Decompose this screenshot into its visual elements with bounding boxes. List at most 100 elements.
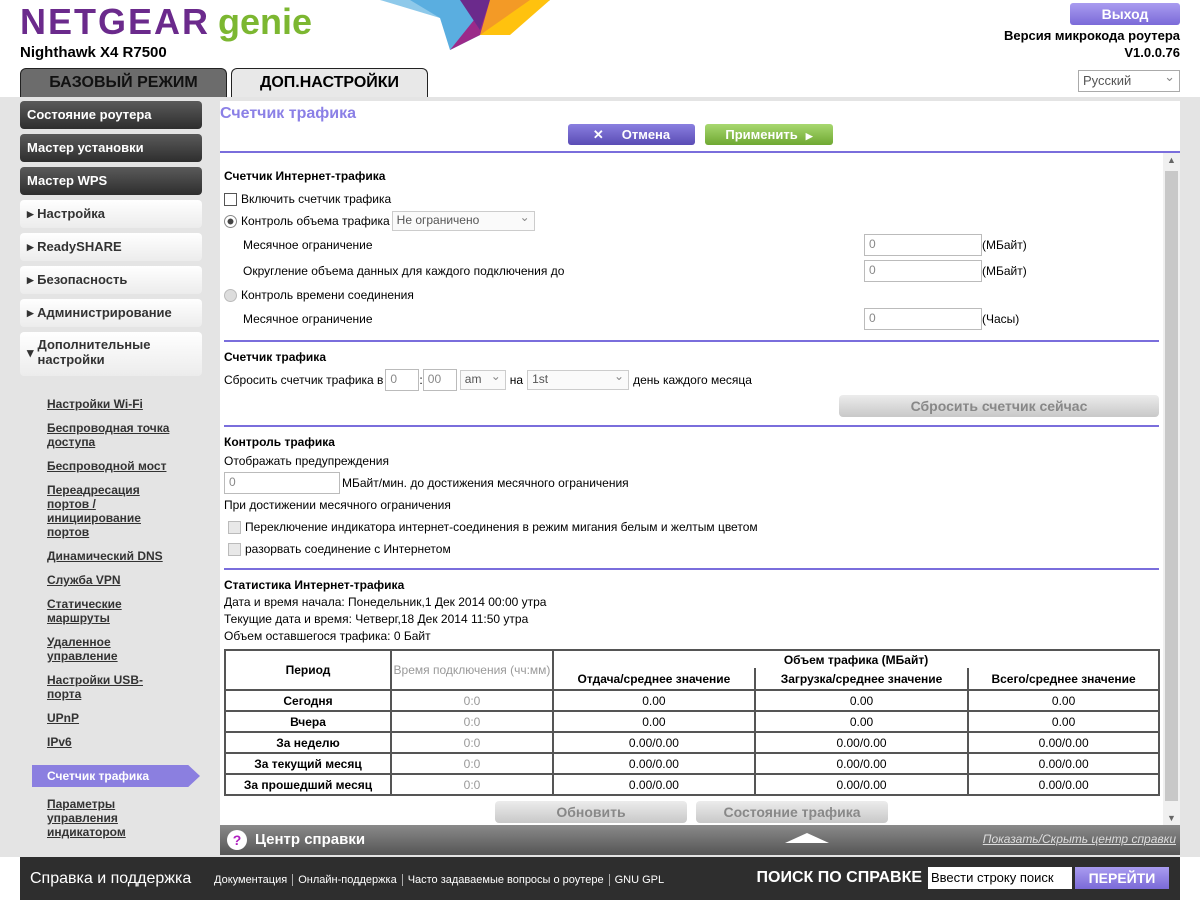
volume-select[interactable]: Не ограничено <box>391 210 535 231</box>
netgear-logo: NETGEAR genie <box>20 3 312 41</box>
table-cell: За прошедший месяц <box>224 773 392 796</box>
table-cell: 0:0 <box>390 752 554 775</box>
monthly-hours-input[interactable]: 0 <box>864 308 982 330</box>
sidebar-item-wps-wizard[interactable]: Мастер WPS <box>20 167 202 195</box>
submenu-ipv6[interactable]: IPv6 <box>47 735 72 749</box>
table-cell: 0.00/0.00 <box>967 752 1160 775</box>
sidebar-item-advanced-setup[interactable]: ▾ Дополнительные настройки <box>20 332 202 376</box>
table-cell: 0.00/0.00 <box>753 731 970 754</box>
link-gpl[interactable]: GNU GPL <box>614 874 665 886</box>
submenu-usb-settings[interactable]: Настройки USB-порта <box>47 673 143 701</box>
table-cell: 0.00/0.00 <box>753 773 970 796</box>
table-cell: 0.00 <box>552 710 756 733</box>
day-select[interactable]: 1st <box>527 369 630 390</box>
submenu-vpn[interactable]: Служба VPN <box>47 573 121 587</box>
label: Месячное ограничение <box>243 312 373 326</box>
table-cell: 0.00/0.00 <box>552 731 756 754</box>
label: Контроль объема трафика <box>241 214 390 228</box>
sidebar-item-setup-wizard[interactable]: Мастер установки <box>20 134 202 162</box>
table-cell: 0.00/0.00 <box>552 752 756 775</box>
link-online-support[interactable]: Онлайн-поддержка <box>293 874 403 886</box>
arrow-right-icon: ▶ <box>805 131 813 141</box>
apply-button[interactable]: Применить ▶ <box>705 124 833 145</box>
submenu-static-routes[interactable]: Статические маршруты <box>47 597 122 625</box>
monthly-limit-input[interactable]: 0 <box>864 234 982 256</box>
cancel-button[interactable]: ✕ Отмена <box>568 124 695 145</box>
submenu-port-forwarding[interactable]: Переадресация портов / инициирование пор… <box>47 483 141 539</box>
divider <box>224 568 1159 570</box>
enable-checkbox[interactable] <box>224 192 237 206</box>
sidebar-item-readyshare[interactable]: ▸ ReadySHARE <box>20 233 202 261</box>
led-blink-checkbox[interactable] <box>228 520 241 534</box>
divider <box>220 151 1180 153</box>
toggle-help-link[interactable]: Показать/Скрыть центр справки <box>982 832 1176 846</box>
ampm-select[interactable]: am <box>459 369 506 390</box>
table-cell: 0.00 <box>753 710 970 733</box>
label: При достижении месячного ограничения <box>224 498 451 512</box>
minute-input[interactable]: 00 <box>422 369 457 391</box>
logout-button[interactable]: Выход <box>1070 3 1180 25</box>
submenu-dynamic-dns[interactable]: Динамический DNS <box>47 549 163 563</box>
header-download: Загрузка/среднее значение <box>753 668 970 691</box>
table-row: За текущий месяц 0:0 0.00/0.00 0.00/0.00 0.0… <box>224 752 1160 775</box>
header-time: Время подключения (чч:мм) <box>390 649 554 691</box>
disconnect-checkbox[interactable] <box>228 542 241 556</box>
label: на <box>509 373 524 387</box>
table-cell: 0:0 <box>390 773 554 796</box>
unit: (МБайт) <box>982 264 1027 278</box>
link-docs[interactable]: Документация <box>214 874 294 886</box>
expand-arrow-icon[interactable] <box>785 833 829 843</box>
traffic-table: Период Время подключения (чч:мм) Объем тра… <box>224 648 1160 796</box>
router-model: Nighthawk X4 R7500 <box>20 44 167 61</box>
warning-input[interactable]: 0 <box>224 472 340 494</box>
firmware-label: Версия микрокода роутера <box>1003 28 1180 43</box>
round-input[interactable]: 0 <box>864 260 982 282</box>
table-cell: За текущий месяц <box>224 752 392 775</box>
submenu-wifi-settings[interactable]: Настройки Wi-Fi <box>47 397 143 411</box>
submenu-access-point[interactable]: Беспроводная точка доступа <box>47 421 170 449</box>
tab-basic[interactable]: БАЗОВЫЙ РЕЖИМ <box>20 68 227 98</box>
scrollbar[interactable]: ▲ ▼ <box>1163 153 1180 825</box>
time-radio[interactable] <box>224 288 237 302</box>
divider <box>224 340 1159 342</box>
label: Включить счетчик трафика <box>241 192 392 206</box>
language-select[interactable]: Русский <box>1078 69 1180 92</box>
sidebar-item-administration[interactable]: ▸ Администрирование <box>20 299 202 327</box>
section-heading: Статистика Интернет-трафика <box>224 578 405 592</box>
firmware-info: Версия микрокода роутера V1.0.0.76 <box>1004 27 1180 61</box>
sidebar-item-security[interactable]: ▸ Безопасность <box>20 266 202 294</box>
traffic-status-button[interactable]: Состояние трафика <box>696 801 888 823</box>
label: Отображать предупреждения <box>224 454 389 468</box>
label: Безопасность <box>37 272 128 287</box>
label: Контроль времени соединения <box>241 288 414 302</box>
label: Переключение индикатора интернет-соедине… <box>245 520 758 534</box>
label: день каждого месяца <box>633 373 752 387</box>
brand-sub: genie <box>218 1 313 42</box>
unit: (МБайт) <box>982 238 1027 252</box>
table-cell: 0:0 <box>390 689 554 712</box>
decorative-shapes <box>380 0 550 50</box>
search-input[interactable]: Ввести строку поиск <box>928 867 1072 889</box>
submenu-traffic-meter[interactable]: Счетчик трафика <box>32 765 200 787</box>
sidebar-item-setup[interactable]: ▸ Настройка <box>20 200 202 228</box>
label: Применить <box>725 127 798 142</box>
tab-advanced[interactable]: ДОП.НАСТРОЙКИ <box>231 68 428 98</box>
submenu-upnp[interactable]: UPnP <box>47 711 80 725</box>
table-cell: 0.00/0.00 <box>753 752 970 775</box>
table-cell: 0:0 <box>390 710 554 733</box>
refresh-button[interactable]: Обновить <box>495 801 687 823</box>
label: Отмена <box>621 127 671 142</box>
link-faq[interactable]: Часто задаваемые вопросы о роутере <box>402 874 610 886</box>
reset-now-button[interactable]: Сбросить счетчик сейчас <box>839 395 1159 417</box>
close-icon: ✕ <box>592 127 604 142</box>
search-go-button[interactable]: ПЕРЕЙТИ <box>1075 867 1169 889</box>
volume-radio[interactable] <box>224 214 237 228</box>
submenu-led-control[interactable]: Параметры управления индикатором <box>47 797 126 839</box>
submenu-remote-management[interactable]: Удаленное управление <box>47 635 118 663</box>
brand: NETGEAR <box>20 1 211 42</box>
start-time: Дата и время начала: Понедельник,1 Дек 2… <box>224 595 547 609</box>
submenu-wireless-bridge[interactable]: Беспроводной мост <box>47 459 167 473</box>
scroll-area: Счетчик Интернет-трафика Включить счетчи… <box>220 153 1163 825</box>
hour-input[interactable]: 0 <box>385 369 420 391</box>
sidebar-item-router-status[interactable]: Состояние роутера <box>20 101 202 129</box>
